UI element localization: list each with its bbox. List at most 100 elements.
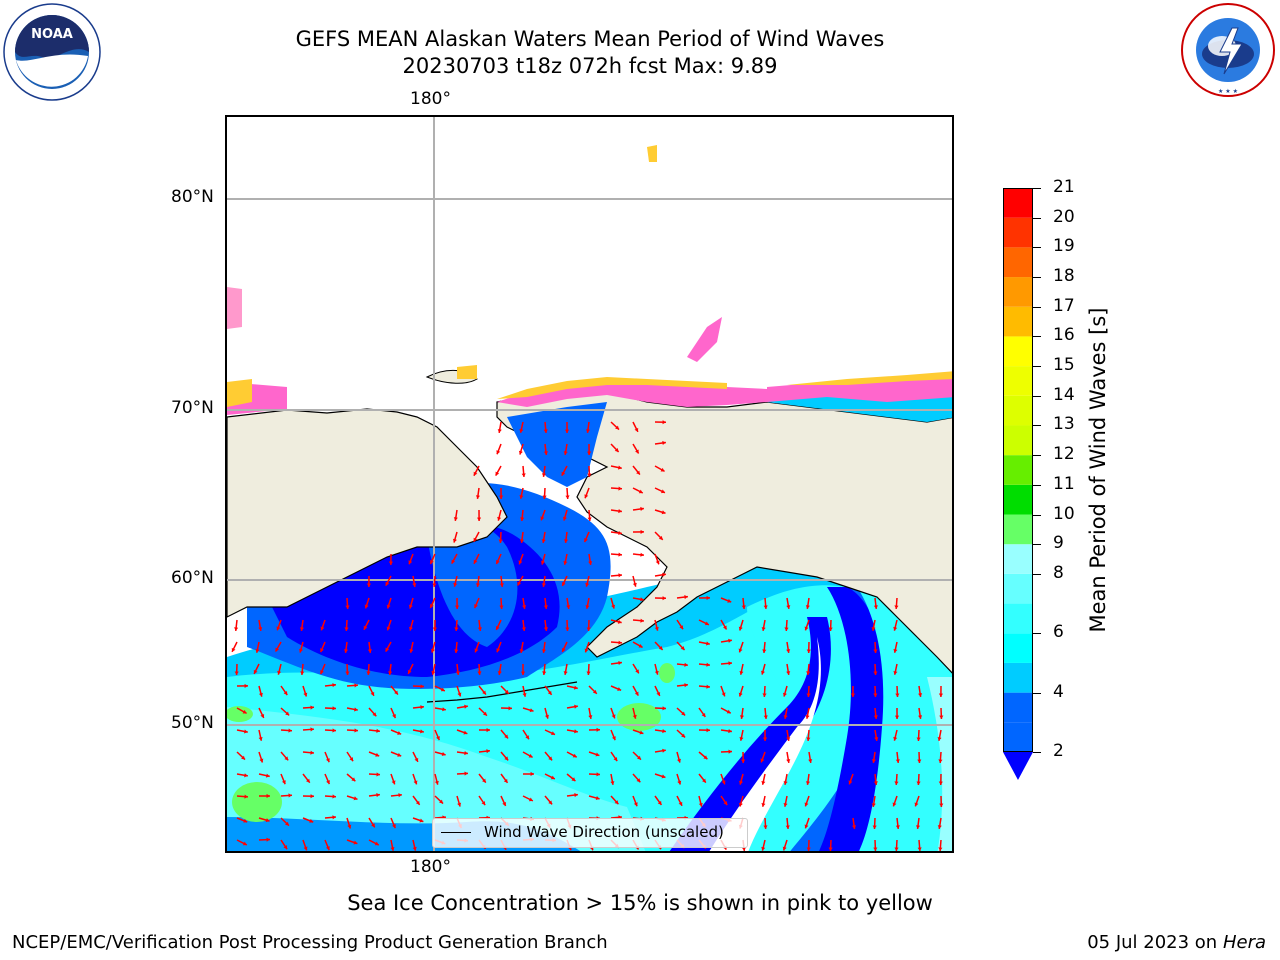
wave-arrow-head (498, 539, 503, 543)
wave-arrow-head (640, 506, 644, 511)
wave-arrow-head (439, 799, 444, 804)
wave-arrow-head (873, 605, 878, 609)
wave-arrow-head (258, 692, 263, 697)
wave-arrow-head (326, 780, 330, 785)
wave-arrow-head (354, 728, 358, 733)
wave-arrow-head (704, 621, 709, 626)
wave-arrow-head (541, 583, 546, 587)
wave-arrow-head (706, 641, 710, 646)
wave-arrow-head (640, 529, 644, 534)
colorbar-tick-mark (1033, 633, 1041, 635)
wave-arrow-head (595, 796, 600, 801)
wave-arrow-head (679, 625, 684, 630)
colorbar-label: Mean Period of Wind Waves [s] (1086, 307, 1110, 633)
wave-arrow-head (706, 595, 710, 600)
wave-arrow-head (804, 626, 809, 631)
wave-arrow-head (662, 729, 666, 734)
wave-arrow-head (253, 669, 258, 674)
wave-arrow-head (662, 706, 666, 711)
wave-arrow-head (728, 638, 732, 643)
wave-arrow-head (349, 757, 354, 762)
lon-label-top: 180° (410, 89, 451, 109)
wave-arrow-head (392, 714, 396, 719)
wave-arrow-head (525, 735, 529, 740)
wave-arrow-head (522, 605, 527, 609)
wave-arrow-head (551, 731, 555, 736)
wave-arrow-head (300, 671, 305, 675)
wave-arrow-head (550, 775, 555, 780)
wave-arrow-head (914, 802, 919, 807)
wave-arrow-head (518, 560, 523, 565)
wave-arrow-head (634, 691, 639, 696)
wave-arrow-head (684, 594, 688, 600)
colorbar-tick-label: 21 (1053, 177, 1075, 197)
wave-arrow-head (828, 627, 833, 631)
wave-arrow-head (637, 755, 641, 760)
wave-arrow-head (805, 715, 810, 719)
lat-label-60n: 60°N (171, 568, 214, 588)
wave-arrow-head (288, 793, 292, 798)
wave-arrow-head (343, 649, 349, 653)
wave-arrow-head (398, 793, 402, 798)
wave-arrow-head (372, 712, 377, 717)
wave-arrow-head (332, 728, 336, 733)
nws-logo: ★ ★ ★ (1181, 3, 1275, 97)
wave-arrow-head (680, 646, 685, 651)
colorbar-tick-label: 18 (1053, 266, 1075, 287)
wave-arrow-head (562, 516, 567, 521)
wave-arrow-head (894, 715, 900, 719)
colorbar-bin (1003, 366, 1033, 396)
wave-arrow-head (519, 494, 524, 499)
wave-arrow-head (721, 692, 726, 697)
wave-arrow-head (366, 583, 371, 587)
wave-arrow-head (804, 802, 809, 807)
wave-arrow-head (563, 539, 569, 543)
wave-arrow-head (353, 840, 358, 845)
wave-arrow-head (640, 597, 644, 602)
sea-ice-west-edge (227, 379, 252, 407)
wave-arrow-head (310, 705, 314, 710)
wave-arrow-head (873, 715, 878, 719)
noaa-logo: NOAA (3, 3, 101, 101)
colorbar-tick-label: 4 (1053, 681, 1064, 702)
wave-arrow-head (386, 626, 391, 631)
wave-arrow-head (412, 583, 417, 587)
wave-arrow-head (728, 749, 732, 754)
wave-arrow-head (573, 685, 578, 690)
wave-arrow-head (572, 753, 577, 758)
wave-arrow-head (806, 649, 811, 653)
wave-arrow-head (617, 687, 622, 691)
wave-arrow-head (706, 662, 710, 667)
wave-arrow-head (310, 750, 314, 755)
wave-arrow-head (344, 627, 349, 631)
green-patch-north (659, 663, 675, 683)
wave-arrow-head (760, 758, 765, 763)
wave-arrow-head (618, 486, 622, 491)
wave-arrow-head (763, 605, 768, 609)
wave-arrow-head (563, 451, 568, 455)
wave-arrow-head (544, 714, 549, 719)
wave-arrow-head (873, 847, 878, 851)
wave-arrow-head (242, 709, 247, 714)
wave-arrow-head (706, 684, 710, 689)
wave-arrow-head (636, 778, 641, 783)
nws-star-text: ★ ★ ★ (1218, 88, 1238, 95)
wave-arrow-head (244, 794, 248, 799)
wave-arrow-head (543, 627, 549, 631)
wave-arrow-head (760, 670, 765, 675)
wave-arrow-head (587, 473, 592, 477)
wave-arrow-head (310, 727, 314, 732)
wave-arrow-head (265, 818, 270, 823)
wave-arrow-head (662, 572, 666, 577)
wave-arrow-head (486, 727, 490, 733)
wave-arrow-head (874, 737, 879, 741)
wave-arrow-head (482, 778, 486, 783)
wave-arrow-head (636, 470, 640, 475)
wave-arrow-head (761, 627, 766, 631)
wave-arrow-head (939, 803, 944, 807)
colorbar-tick-mark (1033, 484, 1041, 486)
colorbar-tick-mark (1033, 277, 1041, 279)
gulf-deep-band (819, 587, 891, 851)
wave-arrow-head (563, 671, 568, 675)
wave-arrow-head (464, 750, 468, 756)
